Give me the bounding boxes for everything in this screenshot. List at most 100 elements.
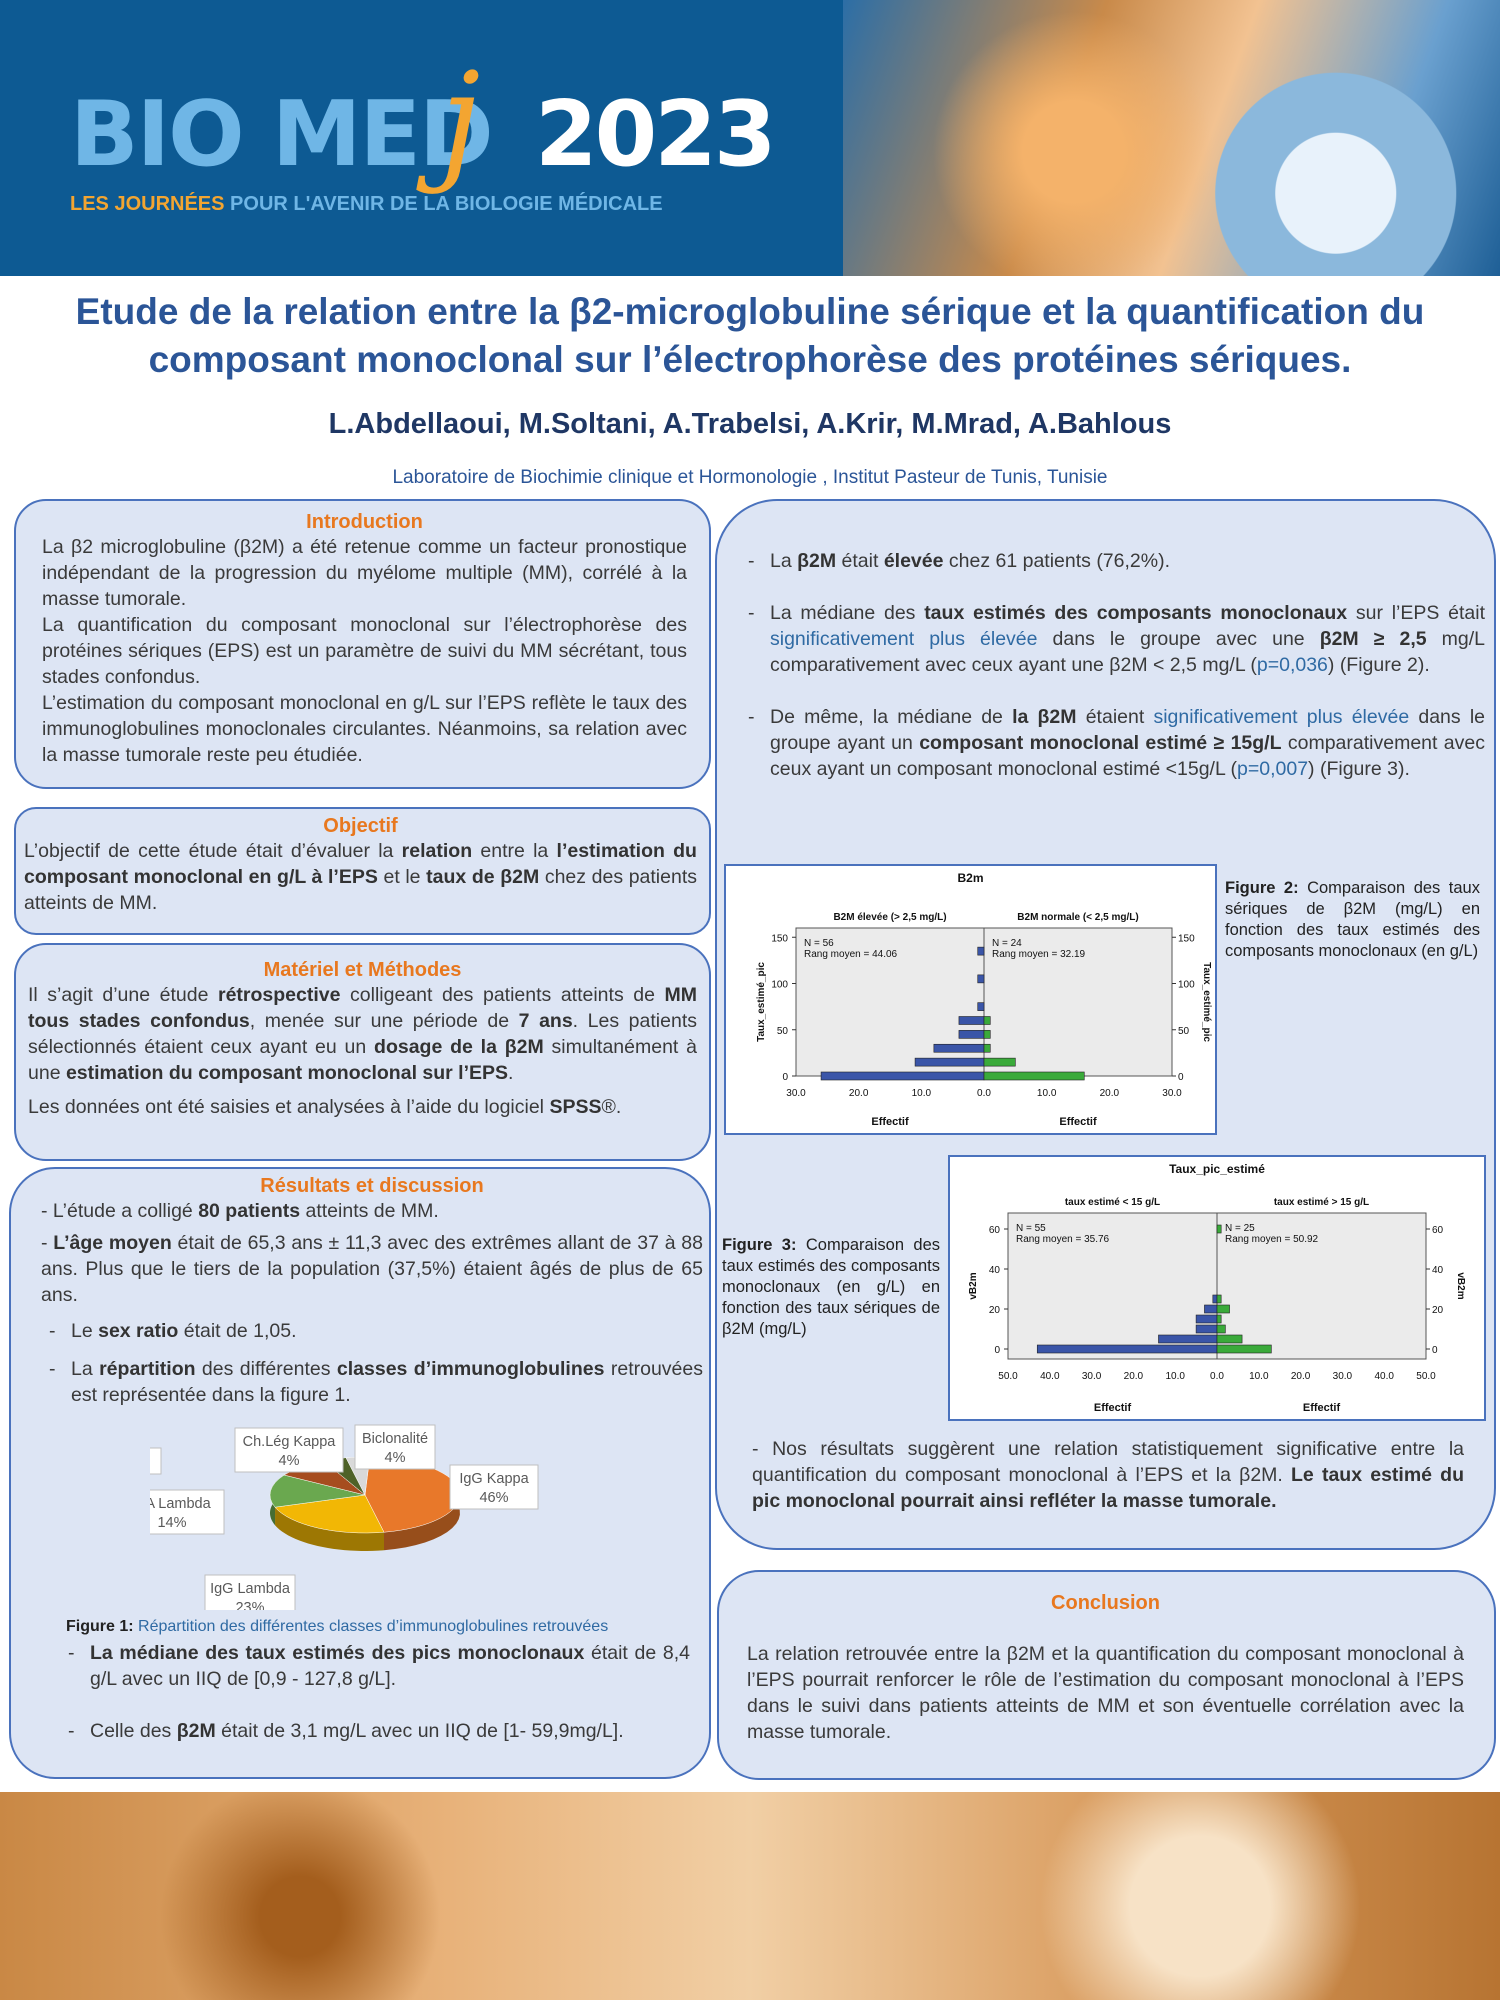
resultats-sexratio: Le sex ratio était de 1,05. [41,1318,703,1344]
group-title-0: taux estimé < 15 g/L [1065,1197,1160,1208]
ytick-left-0: 60 [989,1225,1001,1236]
xtick-left-1: 40.0 [1040,1371,1060,1382]
figure2-caption: Figure 2: Comparaison des taux sériques … [1225,879,1480,960]
group-n-1: N = 24 [992,938,1022,949]
logo-year: 2023 [535,82,776,187]
logo-tagline: LES JOURNÉES POUR L'AVENIR DE LA BIOLOGI… [70,193,663,215]
methodes-box: Matériel et Méthodes Il s’agit d’une étu… [14,943,711,1161]
bar-1-8 [1216,1224,1222,1234]
introduction-text: La β2 microglobuline (β2M) a été retenue… [42,536,687,766]
xtick-left-2: 30.0 [1082,1371,1102,1382]
group-rank-1: Rang moyen = 32.19 [992,949,1086,960]
pie-label-5-0: Biclonalité [362,1431,428,1447]
pie-label-box-1 [204,1574,296,1610]
group-n-1: N = 25 [1225,1223,1255,1234]
results-conclusion-text: - Nos résultats suggèrent une relation s… [752,1438,1465,1512]
pie-label-2-1: 14% [157,1515,186,1531]
pie-label-box-5 [354,1424,436,1470]
ytick-left-2: 50 [777,1026,789,1037]
xtick-right-2: 20.0 [1291,1371,1311,1382]
xtick-right-1: 10.0 [1037,1088,1057,1099]
median-b2m: Celle des β2M était de 3,1 mg/L avec un … [60,1718,690,1744]
affiliation: Laboratoire de Biochimie clinique et Hor… [392,467,1108,488]
result-b2m-elevee: La β2M était élevée chez 61 patients (76… [740,548,1485,574]
xtick-left-5: 0.0 [1210,1371,1224,1382]
bar-0-4 [1204,1304,1218,1314]
methodes-heading: Matériel et Méthodes [263,959,462,981]
ytick-left-2: 20 [989,1305,1001,1316]
ytick-right-3: 0 [1432,1345,1438,1356]
pie-label-box-0 [449,1464,539,1510]
group-rank-0: Rang moyen = 44.06 [804,949,898,960]
ytick-left-1: 40 [989,1265,1001,1276]
introduction-box: Introduction La β2 microglobuline (β2M) … [14,499,711,789]
objectif-heading: Objectif [323,815,398,837]
pie-slice-1 [274,1494,385,1534]
figure3-frame: Taux_pic_estimé taux estimé < 15 g/L N = 5… [948,1155,1486,1421]
chart-title: Taux_pic_estimé [1169,1162,1265,1176]
bar-1-2 [1216,1324,1226,1334]
logo-j: j [440,44,481,196]
bar-1-4 [983,1016,991,1025]
group-title-1: B2M normale (< 2,5 mg/L) [1017,912,1138,923]
ytick-right-1: 40 [1432,1265,1444,1276]
bar-1-2 [983,1043,991,1053]
pie-label-1-0: IgG Lambda [210,1581,291,1597]
header-banner: BIO MED j 2023 LES JOURNÉES POUR L'AVENI… [0,0,1500,276]
group-rank-1: Rang moyen = 50.92 [1225,1234,1319,1245]
pie-slice-2 [269,1474,366,1508]
pie-label-box-3 [150,1447,162,1475]
pie-label-0-0: IgG Kappa [459,1471,529,1487]
ylabel-right: Taux_estimé_pic [1201,962,1212,1042]
ylabel-left: vB2m [968,1272,979,1299]
conclusion-box: Conclusion La relation retrouvée entre l… [717,1570,1496,1780]
bar-0-5 [977,1002,985,1011]
ytick-right-0: 150 [1178,933,1195,944]
poster-title: Etude de la relation entre la β2-microgl… [75,291,1425,380]
ytick-left-1: 100 [771,980,788,991]
resultats-repartition: La répartition des différentes classes d… [41,1356,703,1408]
conclusion-text: La relation retrouvée entre la β2M et la… [747,1643,1464,1743]
bar-0-5 [1212,1294,1218,1304]
bar-1-0 [983,1071,1085,1081]
ytick-right-2: 20 [1432,1305,1444,1316]
results-right-text: La β2M était élevée chez 61 patients (76… [740,548,1485,808]
ytick-left-3: 0 [994,1345,1000,1356]
resultats-heading: Résultats et discussion [260,1175,484,1197]
median-pics: La médiane des taux estimés des pics mon… [60,1640,690,1692]
result-median-b2m: De même, la médiane de la β2M étaient si… [740,704,1485,782]
group-title-0: B2M élevée (> 2,5 mg/L) [833,912,946,923]
bar-1-1 [983,1057,1016,1067]
banner-photo [843,0,1500,276]
methodes-text: Il s’agit d’une étude rétrospective coll… [28,984,697,1084]
xtick-right-2: 20.0 [1100,1088,1120,1099]
bar-1-5 [1216,1294,1222,1304]
xtick-right-1: 10.0 [1249,1371,1269,1382]
figure3-caption: Figure 3: Comparaison des taux estimés d… [722,1236,940,1338]
introduction-heading: Introduction [306,511,423,533]
pie-label-1-1: 23% [235,1600,264,1610]
bar-0-1 [914,1057,985,1067]
xtick-left-3: 0.0 [977,1088,991,1099]
bar-1-4 [1216,1304,1230,1314]
resultats-age: - L’âge moyen était de 65,3 ans ± 11,3 a… [41,1232,703,1306]
bar-1-3 [1216,1314,1222,1324]
bar-0-7 [977,974,985,984]
bar-0-4 [958,1016,985,1025]
logo-bio-med: BIO MED [70,82,494,187]
bar-1-1 [1216,1334,1243,1344]
bar-0-2 [1195,1324,1218,1334]
bar-0-1 [1158,1334,1218,1344]
bar-0-9 [977,946,985,956]
xtick-left-0: 50.0 [998,1371,1018,1382]
group-n-0: N = 56 [804,938,834,949]
resultats-medianes: La médiane des taux estimés des pics mon… [60,1640,690,1744]
ytick-left-0: 150 [771,933,788,944]
pie-label-0-1: 46% [479,1490,508,1506]
resultats-text: - L’étude a colligé 80 patients atteints… [41,1198,703,1408]
pie-label-5-1: 4% [385,1450,406,1466]
pie-slice-side-1 [275,1507,384,1551]
xtick-left-1: 20.0 [849,1088,869,1099]
